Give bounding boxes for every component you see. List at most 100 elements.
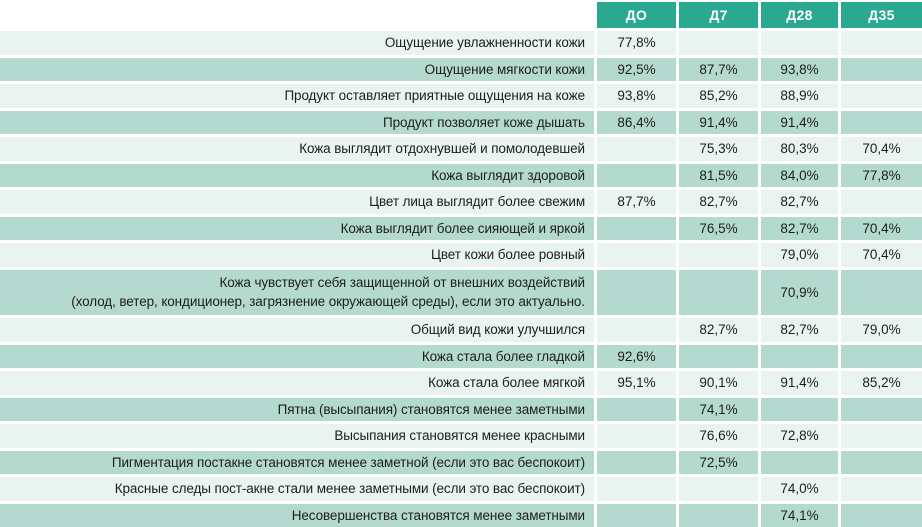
table-row: Кожа выглядит отдохнувшей и помолодевшей… — [0, 137, 922, 161]
value-cell — [597, 269, 676, 315]
row-label: Высыпания становятся менее красными — [0, 424, 594, 448]
value-cell — [597, 397, 676, 421]
value-cell: 91,4% — [679, 110, 758, 134]
value-cell — [841, 57, 922, 81]
value-cell — [679, 344, 758, 368]
value-cell: 76,5% — [679, 216, 758, 240]
table-row: Красные следы пост-акне стали менее заме… — [0, 477, 922, 501]
value-cell: 91,4% — [761, 371, 838, 395]
value-cell: 85,2% — [679, 84, 758, 108]
table-row: Кожа чувствует себя защищенной от внешни… — [0, 269, 922, 315]
value-cell — [679, 503, 758, 527]
value-cell — [597, 477, 676, 501]
header-spacer — [0, 2, 594, 28]
row-label: Цвет кожи более ровный — [0, 243, 594, 267]
value-cell — [597, 243, 676, 267]
value-cell: 80,3% — [761, 137, 838, 161]
value-cell — [841, 424, 922, 448]
value-cell: 87,7% — [679, 57, 758, 81]
value-cell: 82,7% — [761, 318, 838, 342]
value-cell — [679, 477, 758, 501]
value-cell — [679, 31, 758, 55]
value-cell — [597, 137, 676, 161]
value-cell — [597, 424, 676, 448]
value-cell: 82,7% — [679, 318, 758, 342]
row-label: Ощущение мягкости кожи — [0, 57, 594, 81]
value-cell: 77,8% — [841, 163, 922, 187]
value-cell — [597, 450, 676, 474]
table-row: Кожа стала более гладкой 92,6% — [0, 344, 922, 368]
value-cell — [841, 110, 922, 134]
value-cell — [597, 503, 676, 527]
value-cell: 70,4% — [841, 216, 922, 240]
table-header-row: ДО Д7 Д28 Д35 — [0, 2, 922, 28]
table-row: Пигментация постакне становятся менее за… — [0, 450, 922, 474]
row-label: Продукт оставляет приятные ощущения на к… — [0, 84, 594, 108]
value-cell: 91,4% — [761, 110, 838, 134]
value-cell: 92,6% — [597, 344, 676, 368]
value-cell: 70,9% — [761, 269, 838, 315]
value-cell: 85,2% — [841, 371, 922, 395]
table-row: Пятна (высыпания) становятся менее замет… — [0, 397, 922, 421]
table-row: Цвет лица выглядит более свежим 87,7% 82… — [0, 190, 922, 214]
value-cell — [841, 450, 922, 474]
value-cell — [841, 397, 922, 421]
table-body: Ощущение увлажненности кожи 77,8% Ощущен… — [0, 31, 922, 527]
column-header-d7: Д7 — [679, 2, 758, 28]
value-cell: 93,8% — [597, 84, 676, 108]
value-cell — [841, 344, 922, 368]
value-cell: 72,8% — [761, 424, 838, 448]
value-cell — [761, 344, 838, 368]
row-label: Кожа стала более гладкой — [0, 344, 594, 368]
value-cell: 90,1% — [679, 371, 758, 395]
value-cell — [679, 243, 758, 267]
value-cell — [597, 163, 676, 187]
table-row: Ощущение мягкости кожи 92,5% 87,7% 93,8% — [0, 57, 922, 81]
value-cell: 87,7% — [597, 190, 676, 214]
row-label: Кожа выглядит здоровой — [0, 163, 594, 187]
value-cell — [841, 190, 922, 214]
row-label: Пятна (высыпания) становятся менее замет… — [0, 397, 594, 421]
value-cell: 74,0% — [761, 477, 838, 501]
value-cell — [597, 216, 676, 240]
value-cell: 92,5% — [597, 57, 676, 81]
table-row: Общий вид кожи улучшился 82,7% 82,7% 79,… — [0, 318, 922, 342]
table-row: Кожа стала более мягкой 95,1% 90,1% 91,4… — [0, 371, 922, 395]
value-cell: 86,4% — [597, 110, 676, 134]
value-cell: 82,7% — [761, 190, 838, 214]
value-cell — [761, 397, 838, 421]
value-cell: 74,1% — [761, 503, 838, 527]
value-cell — [761, 450, 838, 474]
table-row: Несовершенства становятся менее заметным… — [0, 503, 922, 527]
row-label: Кожа стала более мягкой — [0, 371, 594, 395]
value-cell: 76,6% — [679, 424, 758, 448]
table-row: Кожа выглядит более сияющей и яркой 76,5… — [0, 216, 922, 240]
value-cell: 70,4% — [841, 137, 922, 161]
value-cell: 84,0% — [761, 163, 838, 187]
table-row: Продукт позволяет коже дышать 86,4% 91,4… — [0, 110, 922, 134]
row-label: Кожа чувствует себя защищенной от внешни… — [0, 269, 594, 315]
column-header-d35: Д35 — [841, 2, 922, 28]
column-header-d28: Д28 — [761, 2, 838, 28]
value-cell: 70,4% — [841, 243, 922, 267]
row-label: Кожа выглядит отдохнувшей и помолодевшей — [0, 137, 594, 161]
value-cell — [597, 318, 676, 342]
table-row: Высыпания становятся менее красными 76,6… — [0, 424, 922, 448]
table-row: Ощущение увлажненности кожи 77,8% — [0, 31, 922, 55]
value-cell — [841, 84, 922, 108]
value-cell — [841, 269, 922, 315]
value-cell: 77,8% — [597, 31, 676, 55]
value-cell — [679, 269, 758, 315]
row-label: Несовершенства становятся менее заметным… — [0, 503, 594, 527]
row-label: Красные следы пост-акне стали менее заме… — [0, 477, 594, 501]
value-cell: 93,8% — [761, 57, 838, 81]
value-cell: 79,0% — [761, 243, 838, 267]
value-cell: 95,1% — [597, 371, 676, 395]
row-label: Цвет лица выглядит более свежим — [0, 190, 594, 214]
value-cell: 74,1% — [679, 397, 758, 421]
value-cell: 79,0% — [841, 318, 922, 342]
value-cell: 81,5% — [679, 163, 758, 187]
column-header-d0: ДО — [597, 2, 676, 28]
table-row: Цвет кожи более ровный 79,0% 70,4% — [0, 243, 922, 267]
